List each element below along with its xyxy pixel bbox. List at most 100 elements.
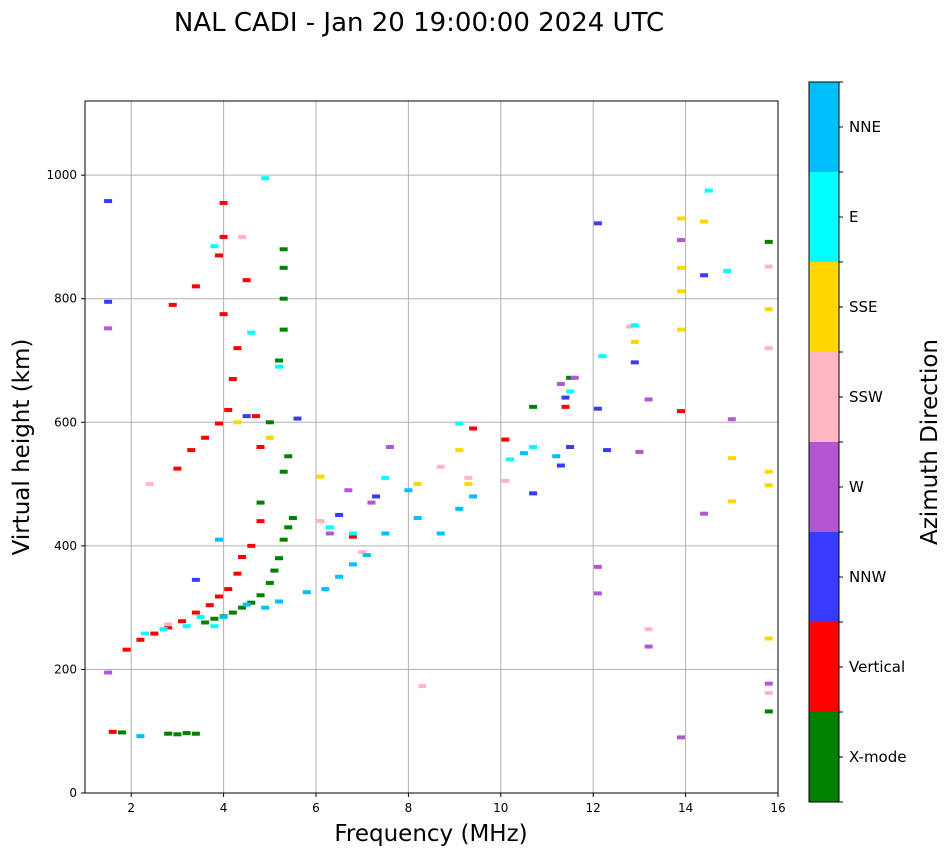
plot-frame [84,100,779,794]
data-point [256,519,265,524]
data-point [704,188,713,193]
data-point [464,475,473,480]
data-point [436,531,445,536]
data-point [570,375,579,380]
x-tick-label: 12 [586,801,601,815]
data-point [436,464,445,469]
data-point [256,500,265,505]
data-point [256,445,265,449]
data-point [418,684,427,689]
data-point [316,519,325,524]
data-point [348,562,357,567]
data-point [242,278,251,283]
data-point [764,483,773,488]
data-point [506,457,515,462]
data-point [404,488,413,493]
y-tick-label: 600 [54,415,77,429]
data-point [676,216,685,221]
data-point [173,466,182,471]
data-point [275,364,284,369]
data-point [247,600,256,605]
x-tick-label: 4 [220,801,228,815]
data-point [219,312,228,317]
data-point [104,326,113,331]
data-point [141,631,150,636]
data-point [676,735,685,740]
colorbar-tick-label: W [849,478,864,496]
data-point [358,550,367,555]
data-point [210,624,219,629]
colorbar-tick-label: NNE [849,118,881,136]
data-point [700,511,709,516]
data-point [242,602,251,607]
data-point [501,437,510,442]
data-point [644,397,653,402]
data-point [566,445,575,449]
data-point [238,605,247,610]
colorbar-frame [808,81,840,803]
data-point [191,577,200,582]
colorbar-tick-label: Vertical [849,658,905,676]
data-point [764,709,773,714]
data-point [367,500,376,505]
data-point [598,354,607,359]
y-tick-label: 1000 [46,168,77,182]
data-point [219,614,228,619]
data-point [566,389,575,394]
data-point [700,273,709,278]
data-point [676,327,685,332]
data-point [214,421,223,426]
data-point [191,284,200,289]
data-point [150,631,159,636]
x-tick-label: 14 [678,801,693,815]
data-point [159,627,168,632]
data-point [630,360,639,365]
data-point [284,525,293,530]
data-point [164,625,173,630]
data-point [279,327,288,332]
data-point [764,690,773,695]
data-point [566,375,575,380]
data-point [593,591,602,596]
data-point [764,264,773,269]
data-point [261,176,270,181]
data-point [214,537,223,542]
colorbar-swatch [809,532,839,622]
x-tick-label: 2 [127,801,135,815]
data-point [265,580,274,585]
data-point [233,571,242,576]
data-point [178,619,187,624]
data-point [214,594,223,599]
data-point [644,644,653,649]
data-point [196,614,205,619]
data-point [413,482,422,487]
data-point [205,603,214,608]
data-point [381,531,390,536]
data-point [644,627,653,632]
data-point [279,265,288,270]
data-point [293,416,302,421]
data-point [251,414,260,419]
data-point [676,238,685,243]
data-point [182,624,191,629]
data-point [325,525,334,530]
data-point [104,670,113,675]
colorbar-tick-label: X-mode [849,748,906,766]
colorbar-label: Azimuth Direction [917,339,943,545]
y-axis-label: Virtual height (km) [9,339,35,556]
data-marks [104,176,773,740]
y-tick-label: 400 [54,539,77,553]
data-point [556,463,565,468]
data-point [136,734,145,739]
data-point [233,346,242,351]
data-point [764,636,773,641]
data-point [256,593,265,598]
data-point [593,221,602,226]
data-point [455,448,464,453]
data-point [552,454,561,459]
data-point [469,494,478,499]
data-point [727,417,736,422]
data-point [325,531,334,536]
data-point [764,239,773,244]
